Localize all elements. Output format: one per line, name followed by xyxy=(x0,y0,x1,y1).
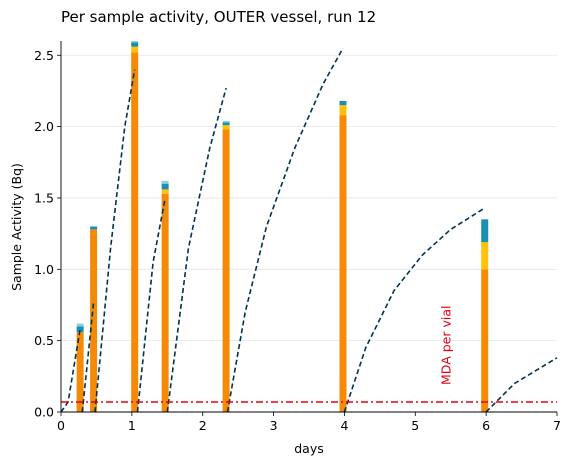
mda-label: MDA per vial xyxy=(439,306,454,385)
bar-segment-top xyxy=(76,326,84,333)
bar-segment-base xyxy=(161,193,169,412)
bar-segment-base xyxy=(481,269,489,412)
y-tick-label: 2.0 xyxy=(34,119,54,134)
bar-segment-cap xyxy=(222,120,230,123)
bar-segment-mid xyxy=(131,46,139,53)
x-tick-label: 1 xyxy=(128,418,136,433)
x-axis-label: days xyxy=(294,441,324,456)
bar-segment-top xyxy=(90,226,98,230)
y-tick-label: 0.5 xyxy=(34,333,54,348)
ingrowth-curve xyxy=(81,302,95,413)
bar-segment-top xyxy=(481,219,489,243)
bar-segment-base xyxy=(76,332,84,412)
axes: 0.0 0.5 1.0 1.5 2.0 2.5 0 1 2 3 4 5 6 7 xyxy=(34,41,561,433)
ingrowth-curve xyxy=(485,357,558,413)
x-tick-label: 0 xyxy=(57,418,65,433)
ingrowth-curves xyxy=(60,47,558,413)
bar-segment-cap xyxy=(76,323,84,327)
bar-segment-top xyxy=(222,122,230,126)
bar-segment-top xyxy=(161,183,169,190)
bar-segment-mid xyxy=(339,105,347,116)
x-tick-label: 5 xyxy=(411,418,419,433)
x-tick-label: 4 xyxy=(340,418,348,433)
x-tick-label: 2 xyxy=(199,418,207,433)
bars xyxy=(76,41,489,413)
ingrowth-curve xyxy=(60,329,81,413)
bar-segment-base xyxy=(222,129,230,412)
bar-segment-cap xyxy=(161,180,169,184)
y-tick-label: 0.0 xyxy=(34,405,54,420)
bar-segment-cap xyxy=(131,41,139,43)
ingrowth-curve xyxy=(166,87,227,413)
x-tick-label: 3 xyxy=(270,418,278,433)
bar-segment-mid xyxy=(222,125,230,130)
chart-title: Per sample activity, OUTER vessel, run 1… xyxy=(61,8,376,26)
y-axis-label: Sample Activity (Bq) xyxy=(9,163,24,291)
bar-segment-base xyxy=(339,115,347,412)
bar-segment-top xyxy=(339,100,347,106)
y-tick-label: 1.5 xyxy=(34,190,54,205)
ingrowth-curve xyxy=(226,47,344,413)
bar-segment-base xyxy=(90,229,98,412)
y-tick-label: 2.5 xyxy=(34,48,54,63)
ingrowth-curve xyxy=(343,207,486,413)
ingrowth-curve xyxy=(136,197,166,413)
y-tick-label: 1.0 xyxy=(34,262,54,277)
grid xyxy=(61,54,557,342)
mda-line-group: MDA per vial xyxy=(61,306,557,403)
bar-segment-mid xyxy=(161,189,169,194)
bar-segment-top xyxy=(131,42,139,47)
bar-segment-mid xyxy=(481,242,489,270)
bar-segment-base xyxy=(131,52,139,413)
x-tick-label: 7 xyxy=(553,418,561,433)
ingrowth-curve xyxy=(94,69,136,413)
x-tick-label: 6 xyxy=(482,418,490,433)
